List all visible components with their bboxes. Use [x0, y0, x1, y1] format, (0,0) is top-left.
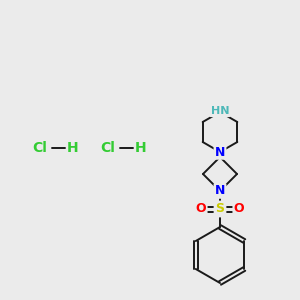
Text: H: H	[67, 141, 79, 155]
Text: Cl: Cl	[100, 141, 116, 155]
Text: H: H	[135, 141, 147, 155]
Text: Cl: Cl	[33, 141, 47, 155]
Text: HN: HN	[211, 106, 229, 116]
Text: O: O	[234, 202, 244, 215]
Text: N: N	[215, 146, 225, 158]
Text: O: O	[196, 202, 206, 215]
Text: N: N	[215, 184, 225, 197]
Text: S: S	[215, 202, 224, 215]
